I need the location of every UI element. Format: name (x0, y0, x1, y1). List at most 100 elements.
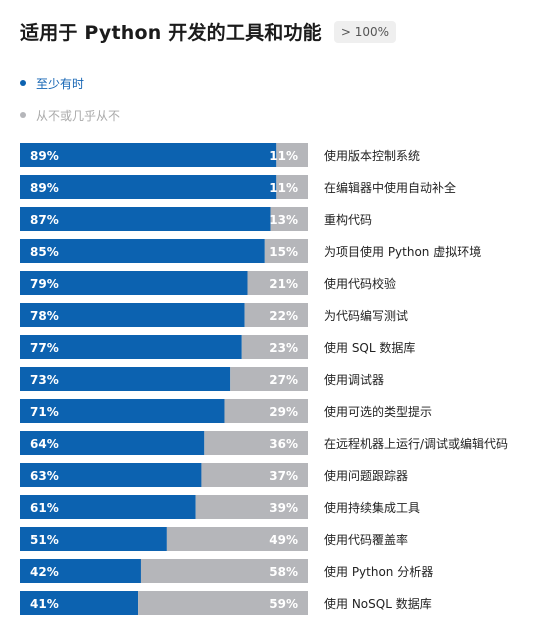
value-label-at-least-sometimes: 61% (30, 501, 59, 515)
value-label-at-least-sometimes: 73% (30, 373, 59, 387)
category-label: 使用版本控制系统 (324, 148, 420, 163)
bar-at-least-sometimes (20, 559, 141, 583)
category-label: 使用可选的类型提示 (324, 404, 432, 419)
bar-at-least-sometimes (20, 367, 231, 391)
bar-never (241, 335, 308, 359)
bar-row: 89% 11% 使用版本控制系统 (20, 143, 420, 167)
bar-never (195, 495, 308, 519)
value-label-never: 29% (269, 405, 298, 419)
value-label-at-least-sometimes: 78% (30, 309, 59, 323)
bar-row: 41% 59% 使用 NoSQL 数据库 (20, 591, 432, 615)
value-label-at-least-sometimes: 89% (30, 149, 59, 163)
value-label-at-least-sometimes: 63% (30, 469, 59, 483)
value-label-never: 23% (269, 341, 298, 355)
bar-at-least-sometimes (20, 591, 139, 615)
bar-never (276, 175, 308, 199)
value-label-at-least-sometimes: 42% (30, 565, 59, 579)
bar-at-least-sometimes (20, 303, 245, 327)
bar-row: 42% 58% 使用 Python 分析器 (20, 559, 433, 583)
bar-row: 85% 15% 为项目使用 Python 虚拟环境 (20, 239, 481, 263)
value-label-never: 21% (269, 277, 298, 291)
bar-never (204, 431, 308, 455)
bar-row: 51% 49% 使用代码覆盖率 (20, 527, 408, 551)
bar-at-least-sometimes (20, 399, 225, 423)
value-label-never: 11% (269, 149, 298, 163)
bar-at-least-sometimes (20, 143, 277, 167)
bar-never (276, 143, 308, 167)
legend-dot-icon (20, 80, 26, 86)
bar-at-least-sometimes (20, 207, 271, 231)
category-label: 在编辑器中使用自动补全 (324, 180, 456, 195)
value-label-never: 22% (269, 309, 298, 323)
bar-never (264, 239, 308, 263)
legend-label: 至少有时 (36, 76, 85, 91)
bar-at-least-sometimes (20, 271, 248, 295)
bar-at-least-sometimes (20, 239, 265, 263)
category-label: 为项目使用 Python 虚拟环境 (324, 244, 481, 259)
value-label-at-least-sometimes: 64% (30, 437, 59, 451)
category-label: 使用 NoSQL 数据库 (324, 596, 432, 611)
value-label-at-least-sometimes: 89% (30, 181, 59, 195)
bar-at-least-sometimes (20, 463, 202, 487)
category-label: 使用 Python 分析器 (324, 564, 433, 579)
bar-never (140, 559, 308, 583)
value-label-never: 37% (269, 469, 298, 483)
value-label-never: 11% (269, 181, 298, 195)
bar-at-least-sometimes (20, 527, 167, 551)
value-label-at-least-sometimes: 51% (30, 533, 59, 547)
bar-row: 73% 27% 使用调试器 (20, 367, 384, 391)
bar-row: 79% 21% 使用代码校验 (20, 271, 396, 295)
bar-never (138, 591, 308, 615)
category-label: 为代码编写测试 (324, 308, 408, 323)
legend-item-never: 从不或几乎从不 (20, 106, 120, 124)
value-label-at-least-sometimes: 85% (30, 245, 59, 259)
bar-at-least-sometimes (20, 175, 277, 199)
value-label-never: 58% (269, 565, 298, 579)
value-label-at-least-sometimes: 79% (30, 277, 59, 291)
value-label-at-least-sometimes: 41% (30, 597, 59, 611)
value-label-never: 39% (269, 501, 298, 515)
bar-row: 87% 13% 重构代码 (20, 207, 372, 231)
category-label: 使用调试器 (324, 372, 384, 387)
category-label: 使用 SQL 数据库 (324, 340, 415, 355)
overflow-badge: > 100% (333, 20, 397, 43)
category-label: 使用代码覆盖率 (324, 532, 408, 547)
bar-never (244, 303, 308, 327)
value-label-never: 15% (269, 245, 298, 259)
bar-row: 61% 39% 使用持续集成工具 (20, 495, 420, 519)
legend-dot-icon (20, 112, 26, 118)
bar-at-least-sometimes (20, 335, 242, 359)
value-label-at-least-sometimes: 71% (30, 405, 59, 419)
bar-never (166, 527, 308, 551)
bar-never (201, 463, 308, 487)
category-label: 在远程机器上运行/调试或编辑代码 (324, 436, 508, 451)
bar-never (224, 399, 308, 423)
bar-row: 89% 11% 在编辑器中使用自动补全 (20, 175, 456, 199)
bar-row: 64% 36% 在远程机器上运行/调试或编辑代码 (20, 431, 508, 455)
value-label-at-least-sometimes: 87% (30, 213, 59, 227)
bar-never (270, 207, 308, 231)
bar-never (247, 271, 308, 295)
bar-row: 78% 22% 为代码编写测试 (20, 303, 408, 327)
category-label: 使用问题跟踪器 (324, 468, 408, 483)
bar-row: 63% 37% 使用问题跟踪器 (20, 463, 408, 487)
legend-item-at-least-sometimes: 至少有时 (20, 74, 120, 92)
bar-at-least-sometimes (20, 495, 196, 519)
chart-title: 适用于 Python 开发的工具和功能 (20, 22, 322, 44)
value-label-never: 59% (269, 597, 298, 611)
value-label-at-least-sometimes: 77% (30, 341, 59, 355)
chart-header: 适用于 Python 开发的工具和功能 > 100% (20, 18, 397, 45)
value-label-never: 13% (269, 213, 298, 227)
legend-label: 从不或几乎从不 (36, 108, 121, 123)
category-label: 重构代码 (324, 212, 372, 227)
value-label-never: 27% (269, 373, 298, 387)
bar-row: 71% 29% 使用可选的类型提示 (20, 399, 432, 423)
bar-never (230, 367, 308, 391)
legend: 至少有时 从不或几乎从不 (20, 74, 120, 138)
bar-row: 77% 23% 使用 SQL 数据库 (20, 335, 415, 359)
category-label: 使用持续集成工具 (324, 500, 420, 515)
value-label-never: 49% (269, 533, 298, 547)
bar-at-least-sometimes (20, 431, 205, 455)
category-label: 使用代码校验 (324, 276, 396, 291)
